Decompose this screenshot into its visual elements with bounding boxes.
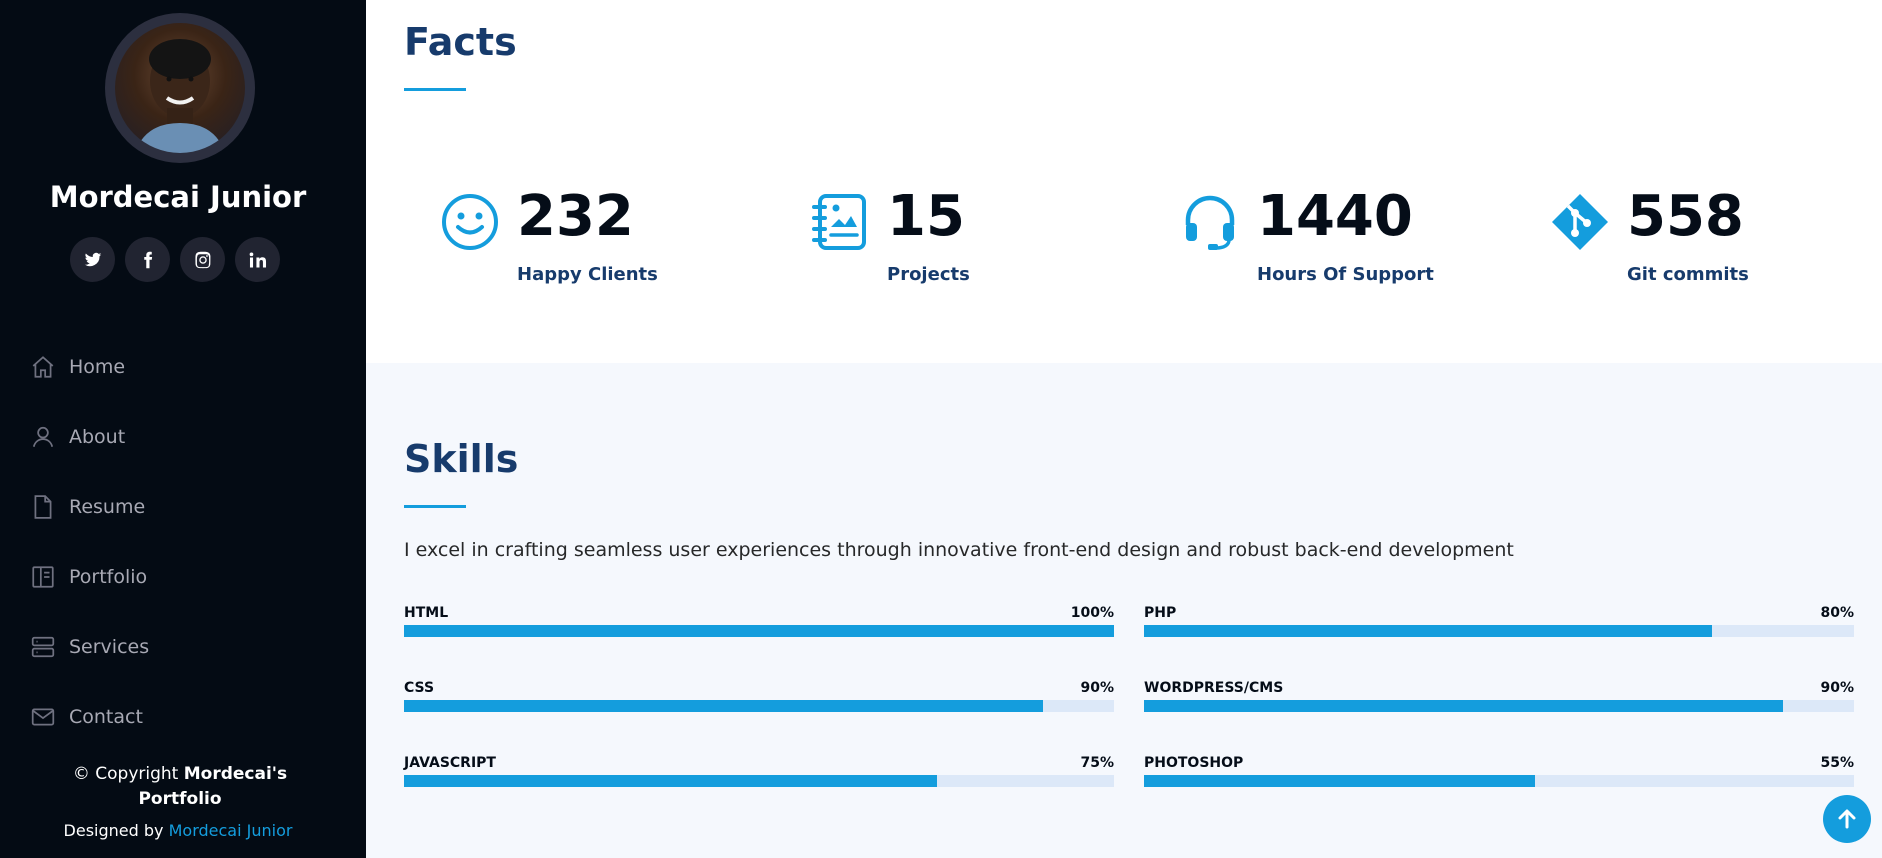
file-icon	[30, 494, 56, 520]
copyright-prefix: © Copyright	[72, 764, 184, 784]
fact-value: 232	[517, 184, 634, 249]
progress-track	[404, 775, 1114, 787]
nav-item-label: Services	[69, 636, 150, 658]
headset-icon	[1181, 193, 1239, 251]
avatar-frame	[105, 13, 255, 163]
facebook-link[interactable]	[125, 237, 170, 282]
progress-track	[1144, 700, 1854, 712]
progress-track	[404, 625, 1114, 637]
instagram-link[interactable]	[180, 237, 225, 282]
fact-value: 1440	[1257, 184, 1413, 249]
fact-label: Git commits	[1627, 264, 1749, 285]
nav-item-label: Home	[69, 356, 126, 378]
skills-section: Skills I excel in crafting seamless user…	[366, 363, 1882, 858]
arrow-up-icon	[1838, 809, 1856, 829]
title-underline	[404, 505, 466, 508]
skill-item: JAVASCRIPT 75%	[404, 755, 1114, 805]
instagram-icon	[194, 251, 210, 268]
fact-value: 558	[1627, 184, 1744, 249]
home-icon	[30, 354, 56, 380]
skill-value: 55%	[1820, 755, 1854, 771]
person-icon	[30, 424, 56, 450]
progress-bar	[1144, 700, 1783, 712]
profile-name: Mordecai Junior	[49, 180, 307, 214]
copyright: © Copyright Mordecai's Portfolio	[60, 762, 300, 812]
nav-item-services[interactable]: Services	[30, 612, 149, 682]
section-title-skills: Skills	[404, 437, 519, 481]
git-icon	[1551, 193, 1609, 251]
skill-name: PHOTOSHOP	[1144, 755, 1244, 771]
skill-name: CSS	[404, 680, 435, 696]
nav-item-resume[interactable]: Resume	[30, 472, 149, 542]
skill-value: 75%	[1080, 755, 1114, 771]
designed-prefix: Designed by	[63, 821, 169, 840]
skill-value: 90%	[1080, 680, 1114, 696]
linkedin-icon	[249, 252, 266, 267]
book-icon	[30, 564, 56, 590]
designer-link[interactable]: Mordecai Junior	[168, 821, 293, 840]
server-icon	[30, 634, 56, 660]
progress-bar	[404, 700, 1043, 712]
progress-bar	[1144, 625, 1712, 637]
avatar	[115, 23, 245, 153]
skill-name: PHP	[1144, 605, 1177, 621]
skill-value: 100%	[1070, 605, 1114, 621]
progress-bar	[404, 775, 937, 787]
skill-item: HTML 100%	[404, 605, 1114, 655]
fact-label: Hours Of Support	[1257, 264, 1434, 285]
nav-item-label: Portfolio	[69, 566, 148, 588]
twitter-link[interactable]	[70, 237, 115, 282]
skill-item: CSS 90%	[404, 680, 1114, 730]
skill-item: PHOTOSHOP 55%	[1144, 755, 1854, 805]
skill-name: HTML	[404, 605, 449, 621]
facts-section: Facts 232 Happy Clients 15 Projects 1440…	[366, 0, 1882, 363]
skill-name: JAVASCRIPT	[404, 755, 496, 771]
back-to-top-button[interactable]	[1823, 795, 1871, 843]
skill-item: WORDPRESS/CMS 90%	[1144, 680, 1854, 730]
fact-label: Projects	[887, 264, 970, 285]
progress-track	[1144, 625, 1854, 637]
progress-bar	[404, 625, 1114, 637]
smile-icon	[441, 193, 499, 251]
sidebar: Mordecai Junior Home About Resume	[0, 0, 366, 858]
nav-item-label: Resume	[69, 496, 146, 518]
skill-name: WORDPRESS/CMS	[1144, 680, 1284, 696]
progress-track	[404, 700, 1114, 712]
nav-menu: Home About Resume Portfolio Services Con…	[30, 332, 149, 752]
journal-richtext-icon	[811, 193, 869, 251]
progress-bar	[1144, 775, 1535, 787]
fact-value: 15	[887, 184, 965, 249]
section-title-facts: Facts	[404, 20, 517, 64]
nav-item-label: Contact	[69, 706, 143, 728]
nav-item-contact[interactable]: Contact	[30, 682, 149, 752]
designed-by: Designed by Mordecai Junior	[0, 821, 356, 840]
nav-item-portfolio[interactable]: Portfolio	[30, 542, 149, 612]
skill-value: 80%	[1820, 605, 1854, 621]
envelope-icon	[30, 704, 56, 730]
skill-item: PHP 80%	[1144, 605, 1854, 655]
twitter-icon	[84, 252, 101, 266]
facebook-icon	[143, 251, 152, 268]
nav-item-label: About	[69, 426, 126, 448]
nav-item-home[interactable]: Home	[30, 332, 149, 402]
social-links	[70, 237, 280, 282]
fact-label: Happy Clients	[517, 264, 658, 285]
copyright-name: Mordecai's Portfolio	[138, 764, 288, 809]
title-underline	[404, 88, 466, 91]
skill-value: 90%	[1820, 680, 1854, 696]
linkedin-link[interactable]	[235, 237, 280, 282]
skills-description: I excel in crafting seamless user experi…	[404, 539, 1514, 561]
progress-track	[1144, 775, 1854, 787]
nav-item-about[interactable]: About	[30, 402, 149, 472]
